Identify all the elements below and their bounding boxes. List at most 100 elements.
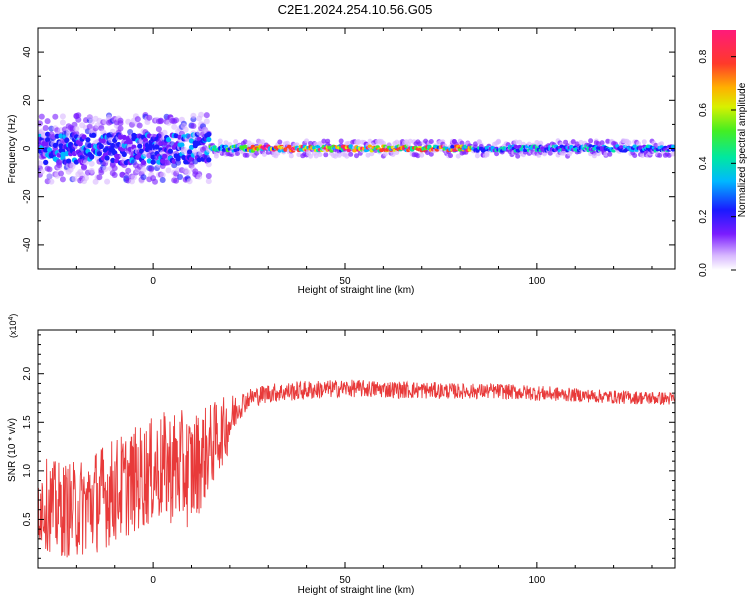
heatmap-cell xyxy=(496,139,501,145)
heatmap-cell xyxy=(83,175,89,181)
heatmap-cell xyxy=(165,167,172,174)
heatmap-cell xyxy=(670,151,675,157)
heatmap-cell xyxy=(513,139,519,145)
heatmap-cell xyxy=(186,178,193,185)
heatmap-cell xyxy=(64,137,70,144)
heatmap-cell xyxy=(417,141,423,147)
heatmap-cell xyxy=(173,117,180,124)
heatmap-cell xyxy=(455,153,461,159)
heatmap-cell xyxy=(636,141,641,147)
heatmap-cell xyxy=(117,134,124,140)
heatmap-cell xyxy=(75,112,82,119)
bottom-y-tick-label: 1.5 xyxy=(22,415,33,429)
heatmap-cell xyxy=(48,178,55,185)
heatmap-cell xyxy=(595,141,601,147)
heatmap-cell xyxy=(181,154,187,161)
heatmap-cell xyxy=(277,139,283,145)
heatmap-cell xyxy=(242,139,248,145)
top-y-tick-label: 0 xyxy=(22,145,33,151)
heatmap-cell xyxy=(588,138,594,144)
heatmap-cell xyxy=(91,132,97,138)
heatmap-cell xyxy=(52,113,59,120)
heatmap-cell xyxy=(180,148,187,155)
heatmap-cell xyxy=(261,151,267,157)
heatmap-cell xyxy=(111,165,118,172)
heatmap-cell xyxy=(450,144,455,149)
heatmap-cell xyxy=(203,112,210,119)
heatmap-cell xyxy=(515,153,521,159)
heatmap-cell xyxy=(394,150,400,155)
heatmap-cell xyxy=(56,159,63,166)
heatmap-cell xyxy=(140,159,147,166)
heatmap-cell xyxy=(578,139,584,145)
heatmap-cell xyxy=(187,149,193,155)
heatmap-cell xyxy=(670,144,675,149)
heatmap-cell xyxy=(121,134,127,140)
heatmap-cell xyxy=(626,140,632,146)
heatmap-cell xyxy=(167,148,173,154)
top-x-tick-label: 50 xyxy=(339,276,351,287)
heatmap-cell xyxy=(134,116,141,123)
heatmap-cell xyxy=(407,138,413,144)
colorbar-tick-label: 0.6 xyxy=(698,103,709,117)
bottom-y-tick-label: 1.0 xyxy=(22,463,33,477)
heatmap-cell xyxy=(205,178,212,185)
heatmap-cell xyxy=(603,151,609,157)
heatmap-cell xyxy=(246,140,252,146)
heatmap-cell xyxy=(59,119,66,126)
heatmap-cell xyxy=(157,118,164,125)
heatmap-cell xyxy=(206,136,212,143)
heatmap-cell xyxy=(104,155,110,161)
heatmap-cell xyxy=(459,140,465,146)
heatmap-cell xyxy=(570,139,576,145)
heatmap-cell xyxy=(428,139,434,144)
heatmap-cell xyxy=(38,113,45,120)
heatmap-cell xyxy=(179,142,185,148)
heatmap-cell xyxy=(102,166,109,172)
heatmap-cell xyxy=(336,152,342,158)
heatmap-cell xyxy=(121,151,127,157)
heatmap-cell xyxy=(547,150,553,156)
heatmap-cell xyxy=(171,123,178,130)
heatmap-cell xyxy=(284,140,290,146)
heatmap-cell xyxy=(346,148,351,153)
heatmap-cell xyxy=(59,113,66,120)
heatmap-cell xyxy=(130,174,137,181)
heatmap-cell xyxy=(217,138,223,144)
heatmap-cell xyxy=(427,144,432,149)
heatmap-cell xyxy=(538,140,544,146)
heatmap-cell xyxy=(369,151,375,157)
heatmap-cell xyxy=(196,173,203,180)
heatmap-cell xyxy=(206,131,212,137)
heatmap-cell xyxy=(367,138,373,144)
heatmap-cell xyxy=(639,153,645,158)
colorbar-tick-label: 0.0 xyxy=(698,263,709,277)
heatmap-cell xyxy=(88,160,95,167)
snr-series-line xyxy=(38,379,675,558)
heatmap-cell xyxy=(155,126,162,133)
heatmap-cell xyxy=(338,138,344,144)
heatmap-cell xyxy=(64,151,70,157)
heatmap-cell xyxy=(619,145,624,149)
heatmap-cell xyxy=(89,154,95,160)
heatmap-cell xyxy=(205,173,212,179)
heatmap-cell xyxy=(517,139,523,145)
heatmap-cell xyxy=(140,174,147,181)
heatmap-cell xyxy=(415,153,421,159)
bottom-y-tick-label: 0.5 xyxy=(22,512,33,526)
heatmap-cell xyxy=(58,170,64,177)
heatmap-cell xyxy=(296,152,302,158)
heatmap-cell xyxy=(599,140,605,146)
snr-chart: 0 50 100 0.5 1.0 1.5 2.0 (x104) Height of stra… xyxy=(7,314,676,596)
heatmap-cell xyxy=(419,152,425,158)
heatmap-cell xyxy=(206,157,212,163)
bottom-x-tick-label: 50 xyxy=(339,575,351,586)
heatmap-cell xyxy=(77,141,83,147)
bottom-x-tick-label: 0 xyxy=(150,575,156,586)
heatmap-cell xyxy=(244,152,250,158)
heatmap-cell xyxy=(81,163,87,170)
heatmap-cell xyxy=(313,153,319,159)
heatmap-cell xyxy=(198,111,205,118)
heatmap-cell xyxy=(38,160,43,167)
heatmap-cell xyxy=(190,112,197,119)
